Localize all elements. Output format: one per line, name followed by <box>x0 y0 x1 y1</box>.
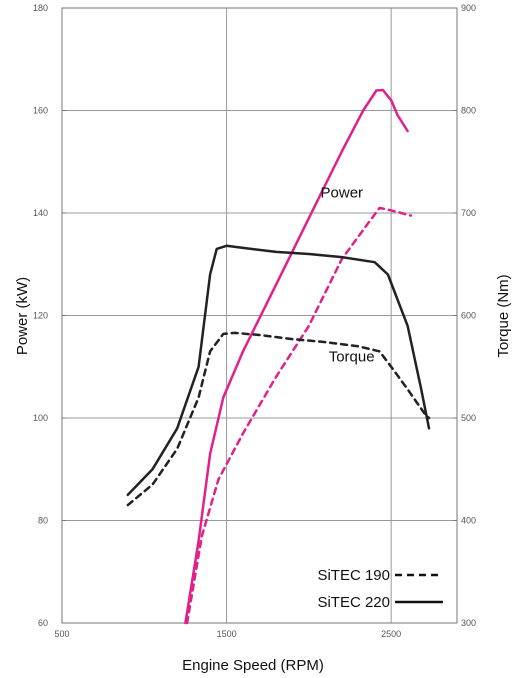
power-tick-label: 140 <box>33 208 48 218</box>
torque-tick-label: 800 <box>461 106 476 116</box>
sitec-190-power-line <box>185 206 413 625</box>
power-annotation: Power <box>321 185 364 202</box>
power-tick-label: 160 <box>33 106 48 116</box>
torque-annotation: Torque <box>329 349 375 366</box>
x-axis-ticks: 500 1500 2500 <box>54 629 401 639</box>
torque-tick-label: 400 <box>461 516 476 526</box>
sitec-190-torque-line <box>126 331 431 507</box>
x-tick-label: 2500 <box>381 629 401 639</box>
grid <box>62 8 457 623</box>
power-tick-label: 100 <box>33 413 48 423</box>
power-tick-label: 60 <box>38 618 48 628</box>
x-tick-label: 500 <box>54 629 69 639</box>
power-tick-label: 80 <box>38 516 48 526</box>
power-tick-label: 120 <box>33 311 48 321</box>
x-axis-title: Engine Speed (RPM) <box>182 657 324 674</box>
torque-tick-label: 900 <box>461 3 476 13</box>
legend-label-sitec-190: SiTEC 190 <box>317 567 390 584</box>
torque-tick-label: 700 <box>461 208 476 218</box>
torque-axis-title: Torque (Nm) <box>495 274 512 357</box>
series-lines <box>126 88 431 625</box>
torque-tick-label: 600 <box>461 311 476 321</box>
legend-label-sitec-220: SiTEC 220 <box>317 594 390 611</box>
x-tick-label: 1500 <box>217 629 237 639</box>
torque-tick-label: 300 <box>461 618 476 628</box>
sitec-220-power-line <box>184 88 409 625</box>
torque-tick-label: 500 <box>461 413 476 423</box>
power-axis-title: Power (kW) <box>14 277 31 355</box>
torque-axis-ticks: 300 400 500 600 700 800 900 <box>453 3 476 628</box>
legend: SiTEC 190 SiTEC 220 <box>317 567 443 611</box>
power-axis-ticks: 60 80 100 120 140 160 180 <box>33 3 66 628</box>
sitec-220-torque-line <box>126 244 431 497</box>
power-tick-label: 180 <box>33 3 48 13</box>
